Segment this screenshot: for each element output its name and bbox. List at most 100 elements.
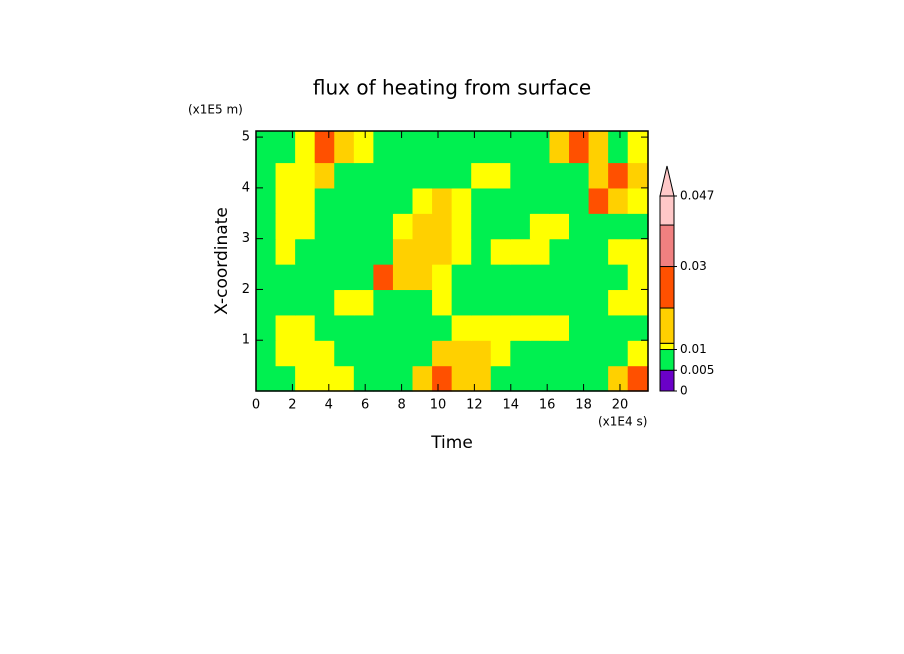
y-tick-label: 5 xyxy=(242,130,250,145)
heat-cell xyxy=(314,340,335,367)
heat-cell xyxy=(392,340,414,367)
x-unit: (x1E4 s) xyxy=(598,415,647,429)
heat-cell xyxy=(392,162,414,189)
heat-cell xyxy=(549,314,570,341)
heat-cell xyxy=(490,314,511,341)
heat-cell xyxy=(334,365,355,392)
y-tick-label: 1 xyxy=(242,333,250,348)
heat-cell xyxy=(432,213,453,240)
heat-cell xyxy=(412,264,433,291)
heat-cell xyxy=(490,264,511,291)
heat-cell xyxy=(412,365,433,392)
heat-cell xyxy=(353,131,374,164)
colorbar-tick-label: 0.01 xyxy=(680,342,707,356)
heat-cell xyxy=(529,264,551,291)
colorbar-tick-label: 0.03 xyxy=(680,259,707,273)
heat-cell xyxy=(275,131,296,164)
heat-cell xyxy=(569,289,590,316)
heat-cell xyxy=(256,131,277,164)
x-tick-label: 0 xyxy=(252,398,260,413)
heat-cell xyxy=(392,213,414,240)
heat-cell xyxy=(451,365,472,392)
heat-cell xyxy=(295,264,316,291)
heat-cell xyxy=(432,264,453,291)
heat-cell xyxy=(432,131,453,164)
colorbar-tick-label: 0.005 xyxy=(680,363,714,377)
heat-cell xyxy=(471,264,492,291)
colorbar-tick-label: 0 xyxy=(680,384,688,398)
x-tick-label: 14 xyxy=(503,398,520,413)
heat-cell xyxy=(334,213,355,240)
x-tick-label: 8 xyxy=(397,398,405,413)
y-tick-label: 2 xyxy=(242,282,250,297)
heat-cell xyxy=(549,289,570,316)
heat-cell xyxy=(608,264,629,291)
heat-cell xyxy=(451,131,472,164)
heat-cell xyxy=(334,264,355,291)
heat-cell xyxy=(510,162,531,189)
heat-cell xyxy=(549,187,570,214)
heat-cell xyxy=(432,162,453,189)
heat-cell xyxy=(432,187,453,214)
heat-cell xyxy=(490,340,511,367)
heat-cell xyxy=(432,289,453,316)
x-tick-label: 6 xyxy=(361,398,369,413)
heat-cell xyxy=(549,264,570,291)
heat-cell xyxy=(295,238,316,265)
heat-cell xyxy=(373,131,394,164)
heat-cell xyxy=(471,289,492,316)
heat-cell xyxy=(451,314,472,341)
colorbar-segment xyxy=(659,307,675,344)
heat-cell xyxy=(588,187,609,214)
heat-cell xyxy=(412,340,433,367)
heat-cell xyxy=(392,314,414,341)
heat-cell xyxy=(490,365,511,392)
heat-cell xyxy=(373,365,394,392)
heat-cell xyxy=(314,131,335,164)
heat-cell xyxy=(627,264,649,291)
heat-cell xyxy=(314,238,335,265)
heat-cell xyxy=(275,264,296,291)
heat-cell xyxy=(275,238,296,265)
heat-cell xyxy=(295,289,316,316)
heat-cell xyxy=(608,187,629,214)
heat-cell xyxy=(608,314,629,341)
heat-cell xyxy=(588,213,609,240)
heat-cell xyxy=(549,162,570,189)
heat-cell xyxy=(256,187,277,214)
heat-cell xyxy=(510,365,531,392)
heat-cell xyxy=(295,131,316,164)
heat-cell xyxy=(353,289,374,316)
heat-cell xyxy=(471,340,492,367)
heat-cell xyxy=(256,289,277,316)
heat-cell xyxy=(334,187,355,214)
heat-cell xyxy=(451,238,472,265)
heat-cell xyxy=(627,131,649,164)
heat-cell xyxy=(314,213,335,240)
heat-cell xyxy=(451,187,472,214)
heat-cell xyxy=(529,162,551,189)
heat-cell xyxy=(314,187,335,214)
heat-cell xyxy=(295,213,316,240)
heat-cell xyxy=(549,213,570,240)
heat-cell xyxy=(627,314,649,341)
heat-cell xyxy=(608,289,629,316)
heat-cell xyxy=(275,365,296,392)
x-tick-label: 4 xyxy=(325,398,333,413)
heat-cell xyxy=(588,314,609,341)
heat-cell xyxy=(256,162,277,189)
heat-cell xyxy=(490,213,511,240)
heat-cell xyxy=(412,162,433,189)
heat-cell xyxy=(256,238,277,265)
heat-cell xyxy=(627,213,649,240)
heat-cell xyxy=(451,162,472,189)
y-tick-label: 4 xyxy=(242,180,250,195)
colorbar-tick-label: 0.047 xyxy=(680,189,714,203)
heat-cell xyxy=(471,213,492,240)
heat-cell xyxy=(529,314,551,341)
heat-cell xyxy=(314,162,335,189)
colorbar-segment xyxy=(659,224,675,268)
heat-cell xyxy=(549,340,570,367)
heat-cell xyxy=(334,162,355,189)
heat-cell xyxy=(451,340,472,367)
